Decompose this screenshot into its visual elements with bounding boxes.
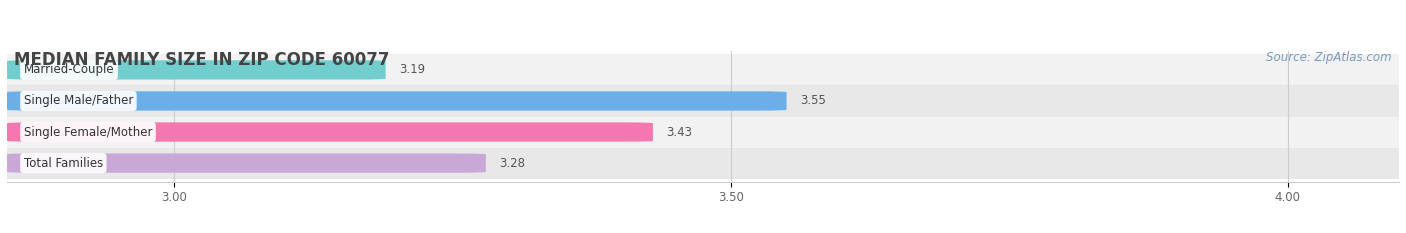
Bar — [7, 116, 1399, 147]
FancyBboxPatch shape — [7, 91, 786, 111]
Text: MEDIAN FAMILY SIZE IN ZIP CODE 60077: MEDIAN FAMILY SIZE IN ZIP CODE 60077 — [14, 51, 389, 69]
Text: Total Families: Total Families — [24, 157, 103, 170]
Bar — [7, 54, 1399, 86]
Text: Single Male/Father: Single Male/Father — [24, 94, 134, 107]
Text: 3.28: 3.28 — [499, 157, 526, 170]
Text: Married-Couple: Married-Couple — [24, 63, 114, 76]
FancyBboxPatch shape — [7, 122, 652, 142]
Text: 3.43: 3.43 — [666, 126, 692, 139]
Text: 3.55: 3.55 — [800, 94, 825, 107]
Bar — [7, 147, 1399, 179]
Text: Source: ZipAtlas.com: Source: ZipAtlas.com — [1267, 51, 1392, 64]
FancyBboxPatch shape — [7, 154, 486, 173]
Bar — [7, 86, 1399, 116]
Text: 3.19: 3.19 — [399, 63, 425, 76]
Text: Single Female/Mother: Single Female/Mother — [24, 126, 152, 139]
FancyBboxPatch shape — [7, 60, 385, 79]
